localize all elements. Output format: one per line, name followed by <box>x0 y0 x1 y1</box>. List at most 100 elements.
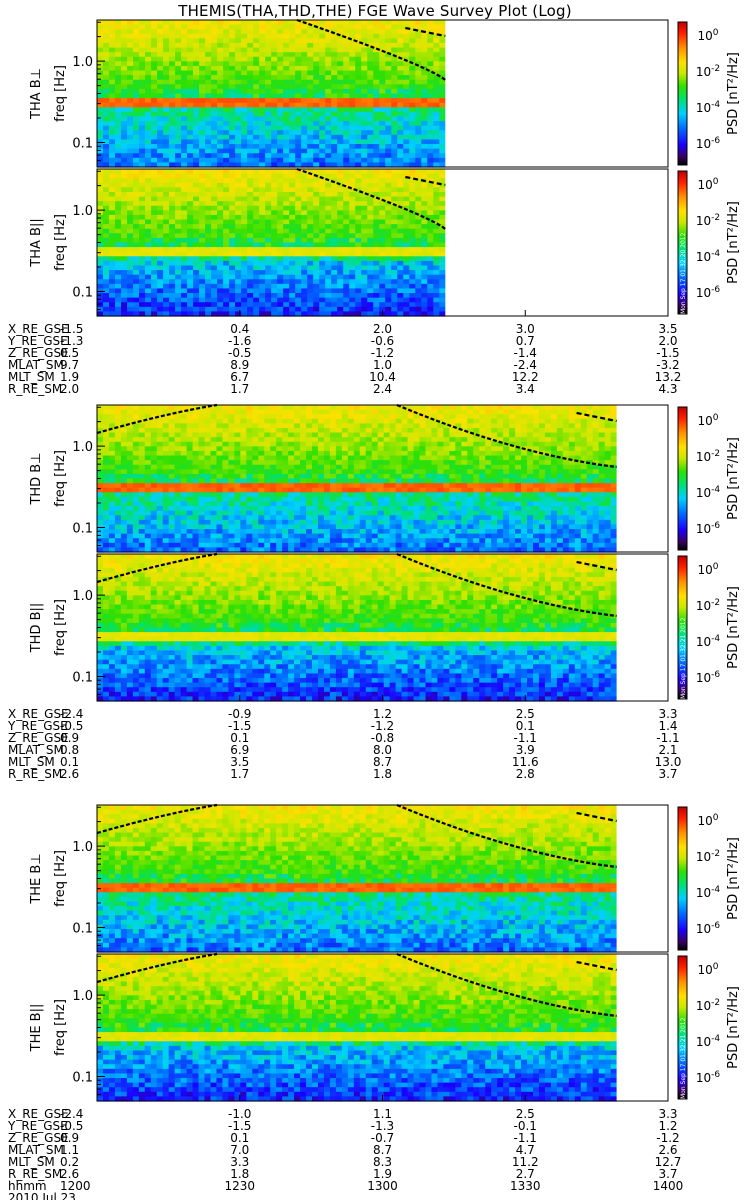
heatmap-cell <box>216 441 224 447</box>
heatmap-cell <box>150 506 158 512</box>
heatmap-cell <box>349 88 356 95</box>
heatmap-cell <box>307 191 314 198</box>
heatmap-cell <box>301 98 308 104</box>
heatmap-cell <box>306 492 313 498</box>
heatmap-cell <box>108 446 116 452</box>
heatmap-cell <box>343 283 350 290</box>
heatmap-cell <box>403 139 410 145</box>
colorbar-tick-label: 10-6 <box>696 136 721 151</box>
heatmap-cell <box>415 214 422 221</box>
heatmap-cell <box>234 538 241 544</box>
heatmap-cell <box>181 65 188 72</box>
heatmap-cell <box>367 270 374 276</box>
heatmap-cell <box>133 270 140 276</box>
heatmap-cell <box>180 519 188 526</box>
heatmap-cell <box>126 455 134 461</box>
heatmap-cell <box>433 33 440 39</box>
heatmap-cell <box>319 293 326 299</box>
heatmap-cell <box>289 297 296 303</box>
heatmap-cell <box>361 196 368 202</box>
heatmap-cell <box>168 487 176 493</box>
heatmap-cell <box>295 111 302 118</box>
heatmap-cell <box>211 306 218 312</box>
heatmap-cell <box>241 219 248 225</box>
heatmap-cell <box>295 196 302 202</box>
heatmap-cell <box>186 487 194 493</box>
heatmap-cell <box>121 237 128 244</box>
heatmap-cell <box>349 228 356 234</box>
heatmap-cell <box>265 288 272 294</box>
heatmap-cell <box>108 487 116 493</box>
heatmap-cell <box>229 98 236 104</box>
heatmap-cell <box>223 88 230 95</box>
heatmap-cell <box>241 205 248 211</box>
heatmap-cell <box>223 47 230 53</box>
heatmap-cell <box>337 38 344 44</box>
heatmap-cell <box>259 157 266 163</box>
heatmap-cell <box>367 52 374 58</box>
heatmap-cell <box>307 279 314 285</box>
heatmap-cell <box>97 237 104 244</box>
heatmap-cell <box>169 116 176 122</box>
heatmap-cell <box>373 201 380 207</box>
heatmap-cell <box>157 157 164 163</box>
heatmap-cell <box>205 288 212 294</box>
heatmap-cell <box>415 84 422 90</box>
heatmap-cell <box>157 125 164 131</box>
heatmap-cell <box>361 311 368 317</box>
heatmap-cell <box>433 169 440 175</box>
heatmap-cell <box>223 297 230 303</box>
heatmap-cell <box>139 311 146 317</box>
heatmap-cell <box>102 432 110 438</box>
heatmap-cell <box>373 205 380 211</box>
heatmap-cell <box>181 219 188 225</box>
heatmap-cell <box>433 84 440 90</box>
heatmap-cell <box>294 547 301 553</box>
heatmap-cell <box>301 42 308 49</box>
heatmap-cell <box>258 492 265 498</box>
heatmap-cell <box>283 65 290 72</box>
heatmap-cell <box>253 144 260 150</box>
heatmap-cell <box>132 418 140 424</box>
heatmap-cell <box>222 432 229 438</box>
heatmap-cell <box>180 524 188 530</box>
heatmap-cell <box>259 70 266 76</box>
heatmap-cell <box>331 293 338 299</box>
heatmap-cell <box>180 483 188 489</box>
heatmap-cell <box>313 125 320 131</box>
heatmap-cell <box>307 260 314 267</box>
heatmap-cell <box>150 441 158 447</box>
heatmap-cell <box>288 533 295 539</box>
heatmap-cell <box>169 237 176 244</box>
heatmap-cell <box>204 547 212 553</box>
heatmap-cell <box>168 496 176 503</box>
heatmap-cell <box>139 247 146 253</box>
heatmap-cell <box>361 191 368 198</box>
heatmap-cell <box>283 251 290 257</box>
heatmap-cell <box>427 153 434 159</box>
heatmap-cell <box>109 102 116 108</box>
heatmap-cell <box>235 182 242 188</box>
heatmap-cell <box>252 473 259 480</box>
heatmap-cell <box>102 464 110 470</box>
heatmap-cell <box>127 130 134 136</box>
heatmap-cell <box>162 432 170 438</box>
heatmap-cell <box>385 297 392 303</box>
heatmap-cell <box>175 233 182 239</box>
heatmap-cell <box>283 157 290 163</box>
heatmap-cell <box>138 437 146 443</box>
heatmap-cell <box>367 153 374 159</box>
heatmap-cell <box>121 38 128 44</box>
heatmap-cell <box>343 274 350 280</box>
heatmap-cell <box>175 270 182 276</box>
heatmap-cell <box>211 61 218 67</box>
heatmap-cell <box>157 116 164 122</box>
heatmap-cell <box>193 20 200 26</box>
heatmap-cell <box>433 75 440 81</box>
heatmap-cell <box>361 274 368 280</box>
heatmap-cell <box>199 311 206 317</box>
heatmap-cell <box>133 102 140 108</box>
colorbar-label-group: PSD [nT²/Hz] <box>726 201 741 284</box>
heatmap-cell <box>115 52 122 58</box>
